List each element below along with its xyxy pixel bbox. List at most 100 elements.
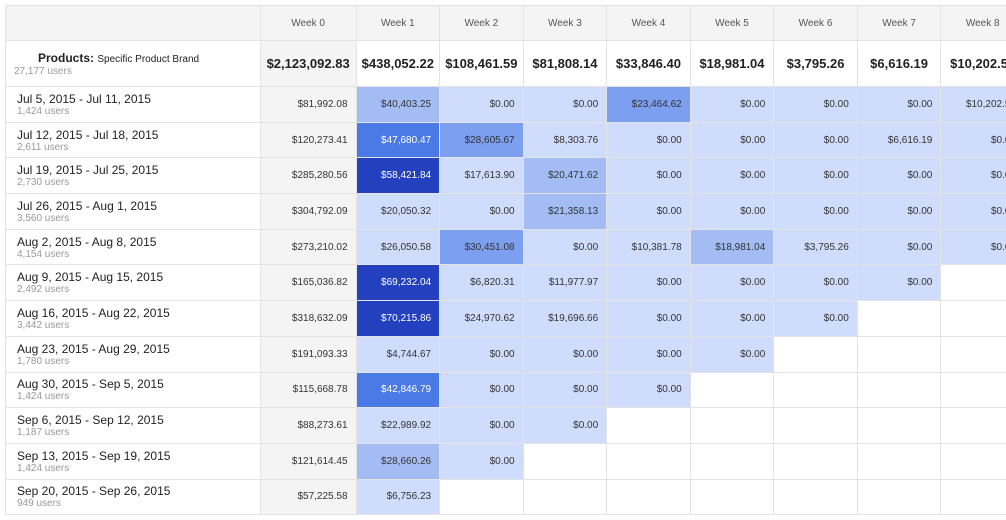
cohort-date-range: Jul 12, 2015 - Jul 18, 2015 bbox=[17, 127, 159, 142]
cohort-cell[interactable]: $10,202.58 bbox=[940, 86, 1006, 123]
column-header-week-7[interactable]: Week 7 bbox=[856, 5, 942, 41]
cohort-cell[interactable]: $58,421.84 bbox=[355, 157, 441, 195]
cohort-cell[interactable]: $21,358.13 bbox=[522, 193, 608, 230]
column-header-week-8[interactable]: Week 8 bbox=[940, 5, 1006, 41]
cohort-cell[interactable]: $0.00 bbox=[522, 228, 608, 266]
cohort-cell[interactable]: $304,792.09 bbox=[259, 193, 357, 230]
cohort-cell[interactable]: $81,992.08 bbox=[259, 86, 357, 123]
cohort-cell[interactable]: $121,614.45 bbox=[259, 442, 357, 480]
column-header-week-0[interactable]: Week 0 bbox=[259, 5, 357, 41]
header-corner bbox=[5, 5, 261, 41]
cohort-cell[interactable]: $0.00 bbox=[940, 193, 1006, 230]
cohort-cell[interactable]: $8,303.76 bbox=[522, 121, 608, 159]
cohort-cell[interactable]: $42,846.79 bbox=[355, 371, 441, 409]
cohort-cell[interactable]: $0.00 bbox=[606, 335, 691, 373]
empty-cell bbox=[856, 371, 942, 409]
cohort-cell[interactable]: $165,036.82 bbox=[259, 264, 357, 302]
cohort-cell[interactable]: $6,756.23 bbox=[355, 478, 441, 516]
cohort-cell[interactable]: $40,403.25 bbox=[355, 86, 441, 123]
cohort-cell[interactable]: $0.00 bbox=[522, 335, 608, 373]
cohort-cell[interactable]: $28,605.67 bbox=[439, 121, 524, 159]
cohort-cell[interactable]: $0.00 bbox=[606, 193, 691, 230]
cohort-cell[interactable]: $0.00 bbox=[689, 300, 775, 337]
cohort-cell[interactable]: $0.00 bbox=[606, 300, 691, 337]
cohort-cell[interactable]: $0.00 bbox=[439, 407, 524, 444]
cohort-cell[interactable]: $0.00 bbox=[940, 121, 1006, 159]
cohort-cell[interactable]: $6,820.31 bbox=[439, 264, 524, 302]
cohort-cell[interactable]: $0.00 bbox=[773, 86, 858, 123]
cohort-cell[interactable]: $318,632.09 bbox=[259, 300, 357, 337]
cohort-cell[interactable]: $0.00 bbox=[439, 335, 524, 373]
cohort-cell[interactable]: $88,273.61 bbox=[259, 407, 357, 444]
empty-cell bbox=[773, 478, 858, 516]
cohort-cell[interactable]: $0.00 bbox=[856, 193, 942, 230]
cohort-cell[interactable]: $0.00 bbox=[856, 157, 942, 195]
cohort-cell[interactable]: $19,696.66 bbox=[522, 300, 608, 337]
cohort-users: 1,187 users bbox=[17, 427, 70, 439]
cohort-cell[interactable]: $18,981.04 bbox=[689, 228, 775, 266]
cohort-cell[interactable]: $0.00 bbox=[439, 193, 524, 230]
cohort-cell[interactable]: $0.00 bbox=[856, 228, 942, 266]
cohort-cell[interactable]: $0.00 bbox=[856, 264, 942, 302]
cohort-cell[interactable]: $0.00 bbox=[689, 193, 775, 230]
cohort-cell[interactable]: $0.00 bbox=[773, 193, 858, 230]
cohort-cell[interactable]: $115,668.78 bbox=[259, 371, 357, 409]
cohort-users: 1,424 users bbox=[17, 391, 70, 403]
cohort-cell[interactable]: $17,613.90 bbox=[439, 157, 524, 195]
cohort-cell[interactable]: $0.00 bbox=[773, 300, 858, 337]
column-header-week-3[interactable]: Week 3 bbox=[522, 5, 608, 41]
cohort-cell[interactable]: $0.00 bbox=[689, 157, 775, 195]
cohort-cell[interactable]: $0.00 bbox=[522, 86, 608, 123]
cohort-cell[interactable]: $0.00 bbox=[773, 121, 858, 159]
empty-cell bbox=[773, 371, 858, 409]
cohort-cell[interactable]: $0.00 bbox=[689, 335, 775, 373]
cohort-date-range: Aug 9, 2015 - Aug 15, 2015 bbox=[17, 270, 164, 285]
cohort-cell[interactable]: $57,225.58 bbox=[259, 478, 357, 516]
cohort-cell[interactable]: $285,280.56 bbox=[259, 157, 357, 195]
column-header-week-6[interactable]: Week 6 bbox=[773, 5, 858, 41]
cohort-cell[interactable]: $69,232.04 bbox=[355, 264, 441, 302]
cohort-cell[interactable]: $23,464.62 bbox=[606, 86, 691, 123]
cohort-cell[interactable]: $0.00 bbox=[856, 86, 942, 123]
cohort-cell[interactable]: $0.00 bbox=[606, 264, 691, 302]
cohort-cell[interactable]: $0.00 bbox=[522, 371, 608, 409]
cohort-cell[interactable]: $3,795.26 bbox=[773, 228, 858, 266]
cohort-cell[interactable]: $0.00 bbox=[439, 86, 524, 123]
cohort-cell[interactable]: $22,989.92 bbox=[355, 407, 441, 444]
cohort-cell[interactable]: $28,660.26 bbox=[355, 442, 441, 480]
cohort-cell[interactable]: $0.00 bbox=[689, 264, 775, 302]
cohort-cell[interactable]: $6,616.19 bbox=[856, 121, 942, 159]
cohort-cell[interactable]: $0.00 bbox=[606, 371, 691, 409]
cohort-cell[interactable]: $0.00 bbox=[522, 407, 608, 444]
cohort-cell[interactable]: $0.00 bbox=[606, 121, 691, 159]
cohort-cell[interactable]: $0.00 bbox=[940, 157, 1006, 195]
cohort-cell[interactable]: $70,215.86 bbox=[355, 300, 441, 337]
cohort-cell[interactable]: $0.00 bbox=[689, 86, 775, 123]
cohort-cell[interactable]: $191,093.33 bbox=[259, 335, 357, 373]
cohort-cell[interactable]: $47,680.47 bbox=[355, 121, 441, 159]
cohort-cell[interactable]: $0.00 bbox=[689, 121, 775, 159]
cohort-cell[interactable]: $30,451.08 bbox=[439, 228, 524, 266]
cohort-cell[interactable]: $4,744.67 bbox=[355, 335, 441, 373]
cohort-cell[interactable]: $0.00 bbox=[439, 442, 524, 480]
column-header-week-1[interactable]: Week 1 bbox=[355, 5, 441, 41]
cohort-cell[interactable]: $20,050.32 bbox=[355, 193, 441, 230]
cohort-cell[interactable]: $0.00 bbox=[606, 157, 691, 195]
column-header-week-4[interactable]: Week 4 bbox=[606, 5, 691, 41]
cohort-cell[interactable]: $24,970.62 bbox=[439, 300, 524, 337]
empty-cell bbox=[940, 478, 1006, 516]
cohort-cell[interactable]: $10,381.78 bbox=[606, 228, 691, 266]
cohort-cell[interactable]: $0.00 bbox=[773, 157, 858, 195]
cohort-cell[interactable]: $26,050.58 bbox=[355, 228, 441, 266]
cohort-cell[interactable]: $0.00 bbox=[439, 371, 524, 409]
cohort-label: Aug 23, 2015 - Aug 29, 2015 1,780 users bbox=[5, 335, 261, 373]
cohort-cell[interactable]: $0.00 bbox=[940, 228, 1006, 266]
column-header-week-5[interactable]: Week 5 bbox=[689, 5, 775, 41]
cohort-cell[interactable]: $273,210.02 bbox=[259, 228, 357, 266]
column-header-week-2[interactable]: Week 2 bbox=[439, 5, 524, 41]
cohort-cell[interactable]: $0.00 bbox=[773, 264, 858, 302]
cohort-cell[interactable]: $120,273.41 bbox=[259, 121, 357, 159]
cohort-cell[interactable]: $11,977.97 bbox=[522, 264, 608, 302]
empty-cell bbox=[522, 478, 608, 516]
cohort-cell[interactable]: $20,471.62 bbox=[522, 157, 608, 195]
